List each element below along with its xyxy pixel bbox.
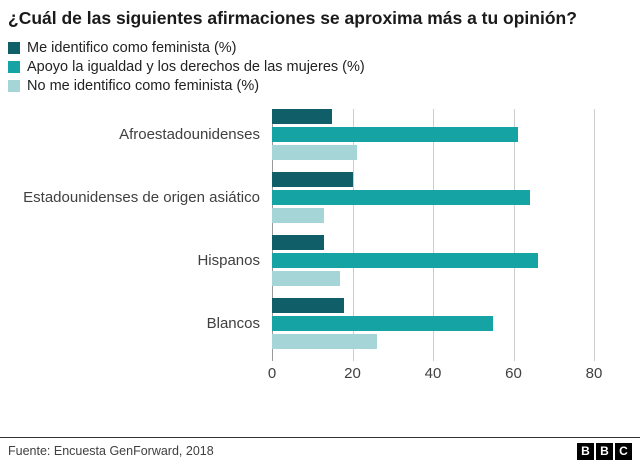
chart-row: Afroestadounidenses: [0, 109, 640, 172]
legend-item: Me identifico como feminista (%): [8, 38, 640, 57]
legend-swatch: [8, 79, 20, 92]
legend-item: Apoyo la igualdad y los derechos de las …: [8, 57, 640, 76]
legend-label: Me identifico como feminista (%): [27, 39, 237, 56]
bar: [272, 334, 377, 350]
bbc-logo-letter: C: [615, 442, 632, 460]
bar: [272, 208, 325, 224]
bbc-logo-letter: B: [596, 442, 613, 460]
bar: [272, 298, 345, 314]
gridline: [433, 109, 434, 362]
bar: [272, 145, 357, 161]
bar-group: [272, 298, 594, 350]
bar-group: [272, 235, 594, 287]
category-label: Hispanos: [197, 251, 260, 269]
chart-row: Blancos: [0, 298, 640, 361]
legend-item: No me identifico como feminista (%): [8, 76, 640, 95]
plot-rows: Afroestadounidenses Estadounidenses de or…: [0, 109, 640, 361]
source-text: Fuente: Encuesta GenForward, 2018: [8, 444, 214, 458]
category-label: Blancos: [206, 314, 260, 332]
bar: [272, 316, 494, 332]
category-label: Afroestadounidenses: [119, 125, 260, 143]
x-tick-label: 0: [267, 365, 277, 383]
bar-group: [272, 109, 594, 161]
chart-row: Estadounidenses de origen asiático: [0, 172, 640, 235]
legend-swatch: [8, 60, 20, 73]
bar: [272, 109, 333, 125]
bbc-logo-letter: B: [577, 442, 594, 460]
bar: [272, 235, 325, 251]
x-tick-label: 80: [585, 365, 603, 383]
legend-label: No me identifico como feminista (%): [27, 77, 260, 94]
bar-chart: Afroestadounidenses Estadounidenses de or…: [0, 109, 640, 383]
x-tick-label: 60: [505, 365, 522, 383]
bar: [272, 172, 353, 188]
legend: Me identifico como feminista (%) Apoyo la…: [8, 38, 640, 95]
bar: [272, 253, 538, 269]
category-label: Estadounidenses de origen asiático: [23, 188, 260, 206]
x-tick-label: 40: [424, 365, 442, 383]
gridline: [352, 109, 354, 362]
bar: [272, 190, 530, 206]
x-axis: 0 20 40 60 80: [268, 363, 603, 383]
bar: [272, 271, 341, 287]
chart-title: ¿Cuál de las siguientes afirmaciones se …: [8, 8, 577, 28]
gridline: [594, 109, 595, 362]
chart-row: Hispanos: [0, 235, 640, 298]
bar: [272, 127, 518, 143]
gridline: [513, 109, 515, 362]
x-tick-label: 20: [344, 365, 361, 383]
legend-label: Apoyo la igualdad y los derechos de las …: [27, 58, 365, 75]
legend-swatch: [8, 41, 20, 54]
bar-group: [272, 172, 594, 224]
